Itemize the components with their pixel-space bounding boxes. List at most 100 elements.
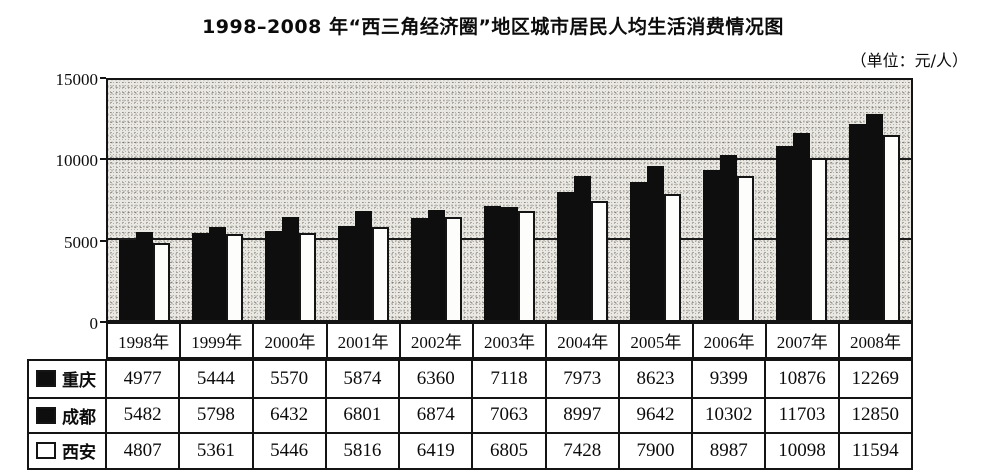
gridline-10000	[108, 158, 911, 161]
year-cell-1999年: 1999年	[179, 324, 252, 357]
table-row-重庆: 重庆 4977 5444 5570 5874 6360 7118 7973 8623 9399 10…	[29, 361, 911, 397]
year-cell-2003年: 2003年	[471, 324, 545, 357]
value-cell-西安-2007年: 10098	[764, 434, 837, 468]
bar-西安-1999年	[226, 234, 243, 320]
value-cell-西安-1999年: 5361	[178, 434, 251, 468]
bar-group-2000年	[254, 80, 327, 320]
year-cell-2007年: 2007年	[764, 324, 838, 357]
value-cell-成都-2007年: 11703	[764, 398, 837, 433]
unit-label: （单位：元/人）	[850, 51, 968, 70]
data-table: 重庆 4977 5444 5570 5874 6360 7118 7973 8623 9399 10…	[27, 359, 913, 470]
bar-group-2002年	[400, 80, 473, 320]
bars-row	[108, 80, 911, 320]
chart-title: 1998–2008 年“西三角经济圈”地区城市居民人均生活消费情况图	[202, 16, 784, 38]
bar-西安-2000年	[299, 232, 316, 320]
value-cell-成都-2003年: 7063	[471, 398, 544, 433]
value-cell-重庆-2004年: 7973	[544, 361, 618, 397]
legend-label-成都: 成都	[62, 407, 96, 428]
bar-西安-1998年	[153, 243, 170, 320]
legend-swatch-成都	[36, 406, 56, 424]
bar-西安-2001年	[372, 226, 389, 320]
value-cell-西安-1998年: 4807	[123, 439, 162, 461]
value-cell-重庆-1999年: 5444	[178, 361, 251, 397]
bar-重庆-2008年	[849, 123, 866, 320]
value-cell-成都-2002年: 6874	[398, 398, 471, 433]
bar-西安-2008年	[883, 134, 900, 320]
bar-西安-2004年	[591, 201, 608, 320]
y-axis-tick-10000	[100, 158, 106, 161]
year-header-row: 1998年 1999年 2000年 2001年 2002年 2003年 2004年 2005年…	[106, 322, 913, 359]
bar-西安-2006年	[737, 176, 754, 320]
year-cell-2001年: 2001年	[325, 324, 399, 357]
bar-西安-2005年	[664, 193, 681, 320]
bar-group-2007年	[765, 80, 838, 320]
bar-西安-2007年	[810, 158, 827, 320]
value-cell-成都-2001年: 6801	[324, 398, 398, 433]
bar-重庆-2005年	[630, 182, 647, 320]
value-cell-重庆-2003年: 7118	[471, 361, 544, 397]
value-cell-西安-2008年: 11594	[837, 434, 911, 468]
value-cell-西安-2003年: 6805	[471, 434, 544, 468]
bar-重庆-2004年	[557, 192, 574, 320]
bar-成都-1998年	[136, 232, 153, 320]
legend-label-西安: 西安	[62, 443, 96, 464]
bar-重庆-2000年	[265, 230, 282, 320]
bar-group-2001年	[327, 80, 400, 320]
legend-label-重庆: 重庆	[62, 371, 96, 392]
value-cell-成都-2004年: 8997	[544, 398, 618, 433]
value-cell-成都-1998年: 5482	[123, 404, 162, 426]
year-cell-2008年: 2008年	[837, 324, 911, 357]
value-cell-西安-2006年: 8987	[691, 434, 764, 468]
table-row-成都: 成都 5482 5798 6432 6801 6874 7063 8997 9642 10302 1…	[29, 396, 911, 433]
bar-重庆-2007年	[776, 145, 793, 320]
value-cell-成都-1999年: 5798	[178, 398, 251, 433]
legend-cell-重庆: 重庆	[29, 361, 107, 397]
value-cell-成都-2006年: 10302	[691, 398, 764, 433]
y-axis-tick-15000	[100, 77, 106, 79]
value-cell-重庆-2006年: 9399	[691, 361, 764, 397]
bar-成都-2002年	[428, 210, 445, 320]
bar-重庆-2006年	[703, 169, 720, 320]
value-cell-重庆-2007年: 10876	[764, 361, 837, 397]
bar-西安-2003年	[518, 211, 535, 320]
value-cell-成都-2008年: 12850	[837, 398, 911, 433]
bar-group-2004年	[546, 80, 619, 320]
y-axis-tick-5000	[100, 239, 106, 242]
bar-成都-2005年	[647, 165, 664, 320]
value-cell-西安-2000年: 5446	[251, 434, 325, 468]
bar-成都-2006年	[720, 155, 737, 320]
bar-西安-2002年	[445, 217, 462, 320]
legend-cell-成都: 成都	[29, 398, 107, 433]
bar-group-1999年	[181, 80, 254, 320]
year-cell-2006年: 2006年	[691, 324, 765, 357]
bar-成都-1999年	[209, 227, 226, 320]
bar-group-2003年	[473, 80, 546, 320]
legend-swatch-重庆	[36, 370, 56, 388]
value-cell-重庆-2002年: 6360	[398, 361, 471, 397]
year-cell-2000年: 2000年	[252, 324, 325, 357]
bar-成都-2007年	[793, 132, 810, 320]
year-cell-2004年: 2004年	[545, 324, 618, 357]
y-axis-label-15000: 15000	[55, 70, 99, 89]
value-cell-西安-2005年: 7900	[617, 434, 691, 468]
bar-重庆-1999年	[192, 232, 209, 320]
bar-重庆-2001年	[338, 226, 355, 320]
value-cell-西安-2002年: 6419	[398, 434, 471, 468]
bar-重庆-2003年	[484, 206, 501, 320]
bar-group-2006年	[692, 80, 765, 320]
bar-重庆-2002年	[411, 218, 428, 320]
bar-成都-2000年	[282, 217, 299, 320]
bar-成都-2008年	[866, 114, 883, 320]
value-cell-重庆-1998年: 4977	[123, 367, 162, 389]
y-axis-label-0: 0	[89, 314, 99, 333]
bar-group-2008年	[838, 80, 911, 320]
bar-成都-2003年	[501, 207, 518, 320]
legend-swatch-西安	[36, 442, 56, 460]
y-axis-tick-0	[100, 321, 106, 323]
value-cell-重庆-2008年: 12269	[837, 361, 911, 397]
value-cell-成都-2000年: 6432	[251, 398, 325, 433]
table-row-西安: 西安 4807 5361 5446 5816 6419 6805 7428 7900 8987 10…	[29, 432, 911, 468]
value-cell-西安-2001年: 5816	[324, 434, 398, 468]
year-cell-2005年: 2005年	[618, 324, 691, 357]
